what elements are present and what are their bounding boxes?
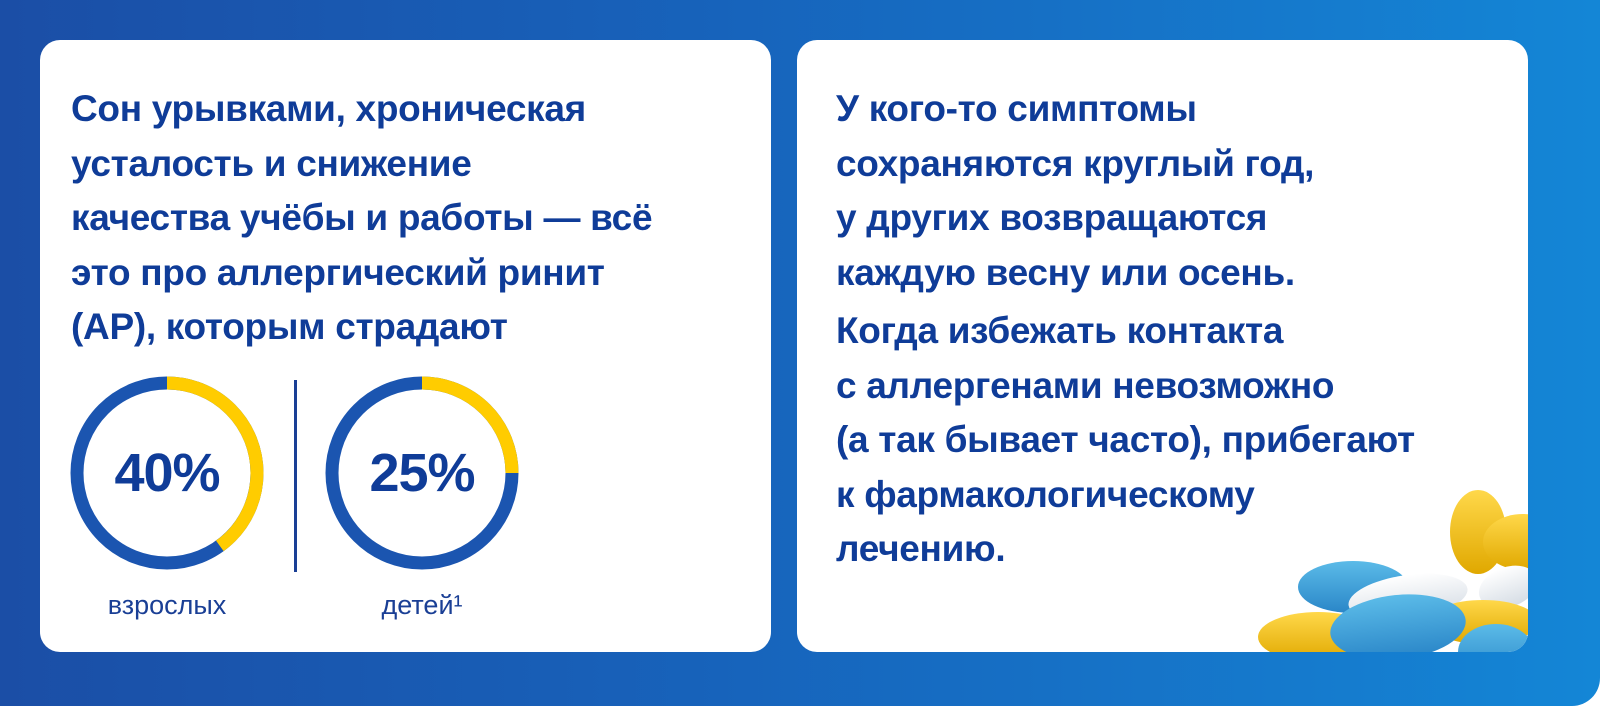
- adults-label: взрослых: [107, 590, 227, 620]
- intro-text: Сон урывками, хроническая усталость и сн…: [71, 88, 653, 347]
- adults-ring: 40%: [70, 376, 264, 570]
- adults-ring-chart: [70, 376, 264, 570]
- children-percent: 25%: [369, 443, 475, 503]
- symptoms-paragraph: У кого-то симптомы сохраняются круглый г…: [836, 88, 1315, 293]
- treatment-info-card: У кого-то симптомы сохраняются круглый г…: [797, 40, 1528, 652]
- adults-percent: 40%: [114, 443, 220, 503]
- children-ring-chart: [325, 376, 519, 570]
- pills-illustration: [1258, 490, 1528, 652]
- children-ring: 25%: [325, 376, 519, 570]
- divider: [294, 380, 297, 572]
- pill: [1458, 624, 1528, 652]
- children-label: детей¹: [381, 590, 463, 620]
- ring-accent-arc: [70, 376, 264, 570]
- pill: [1478, 565, 1528, 609]
- pill: [1330, 594, 1466, 652]
- allergy-stats-card: Сон урывками, хроническая усталость и сн…: [40, 40, 771, 652]
- pill: [1483, 514, 1528, 570]
- ring-accent-arc: [325, 376, 519, 570]
- treatment-paragraph: Когда избежать контакта с аллергенами не…: [836, 310, 1415, 569]
